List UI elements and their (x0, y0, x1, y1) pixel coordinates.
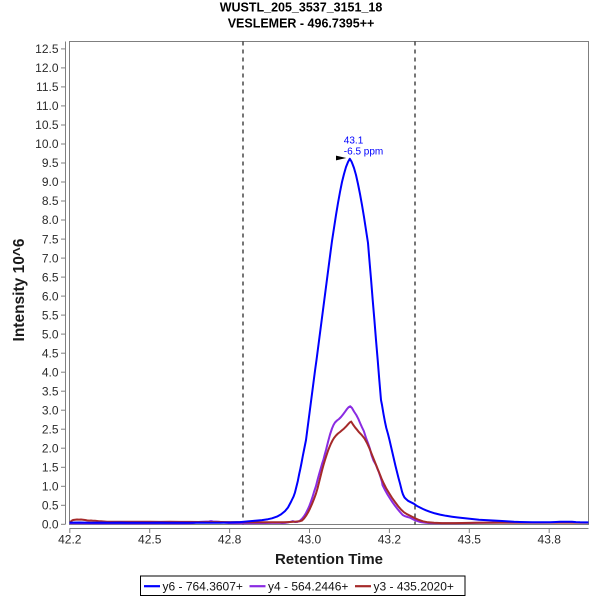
svg-text:10.0: 10.0 (35, 137, 59, 151)
svg-text:3.5: 3.5 (42, 384, 59, 398)
svg-text:12.5: 12.5 (35, 42, 59, 56)
svg-text:8.5: 8.5 (42, 194, 59, 208)
svg-text:11.5: 11.5 (36, 80, 59, 94)
svg-text:-6.5 ppm: -6.5 ppm (344, 146, 383, 157)
svg-text:10.5: 10.5 (35, 118, 59, 132)
svg-text:4.0: 4.0 (42, 365, 59, 379)
svg-text:Retention Time: Retention Time (275, 551, 383, 568)
svg-text:y4 - 564.2446+: y4 - 564.2446+ (268, 580, 348, 594)
svg-text:8.0: 8.0 (42, 213, 59, 227)
svg-text:1.0: 1.0 (42, 480, 59, 494)
svg-text:2.0: 2.0 (42, 441, 59, 455)
svg-text:43.1: 43.1 (344, 136, 364, 147)
svg-text:4.5: 4.5 (42, 346, 59, 360)
svg-text:43.8: 43.8 (538, 533, 562, 547)
svg-text:6.5: 6.5 (42, 270, 59, 284)
svg-text:43.5: 43.5 (458, 533, 482, 547)
svg-text:6.0: 6.0 (42, 289, 59, 303)
svg-text:42.2: 42.2 (58, 533, 82, 547)
svg-text:43.2: 43.2 (378, 533, 402, 547)
svg-text:9.5: 9.5 (42, 156, 59, 170)
svg-text:5.0: 5.0 (42, 327, 59, 341)
svg-text:Intensity 10^6: Intensity 10^6 (11, 238, 28, 341)
svg-text:VESLEMER - 496.7395++: VESLEMER - 496.7395++ (228, 17, 375, 31)
svg-text:42.5: 42.5 (138, 533, 162, 547)
svg-text:7.0: 7.0 (42, 251, 59, 265)
svg-text:y3 - 435.2020+: y3 - 435.2020+ (374, 580, 454, 594)
svg-text:7.5: 7.5 (42, 232, 59, 246)
svg-text:WUSTL_205_3537_3151_18: WUSTL_205_3537_3151_18 (220, 1, 383, 15)
svg-text:3.0: 3.0 (42, 403, 59, 417)
svg-text:9.0: 9.0 (42, 175, 59, 189)
svg-text:5.5: 5.5 (42, 308, 59, 322)
svg-text:0.5: 0.5 (42, 499, 59, 513)
svg-text:y6 - 764.3607+: y6 - 764.3607+ (163, 580, 243, 594)
svg-text:12.0: 12.0 (35, 61, 59, 75)
svg-text:1.5: 1.5 (42, 461, 59, 475)
svg-text:11.0: 11.0 (36, 99, 59, 113)
svg-text:0.0: 0.0 (42, 518, 59, 532)
svg-text:2.5: 2.5 (42, 422, 59, 436)
svg-text:43.0: 43.0 (298, 533, 322, 547)
svg-text:42.8: 42.8 (218, 533, 242, 547)
